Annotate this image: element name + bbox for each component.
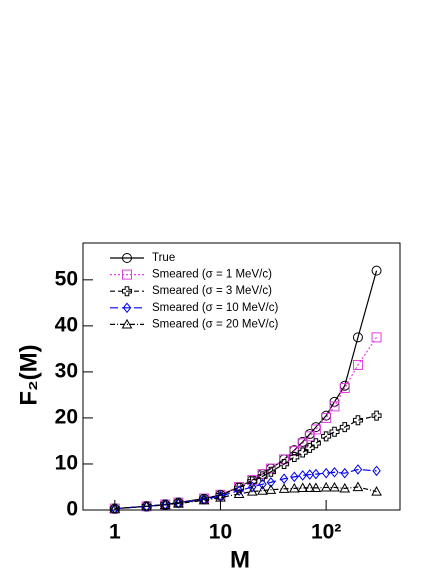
marker [305, 469, 315, 480]
marker [198, 494, 210, 505]
marker [329, 426, 340, 437]
marker [339, 482, 351, 493]
y-tick-label: 50 [55, 267, 78, 290]
y-tick-label: 30 [55, 359, 78, 382]
marker [330, 466, 339, 478]
y-axis-label: F₂(M) [15, 344, 42, 405]
y-tick-label: 20 [55, 405, 78, 428]
marker [372, 465, 381, 477]
marker [110, 503, 120, 514]
marker [258, 478, 267, 490]
marker [339, 383, 350, 394]
marker [109, 503, 121, 513]
series [109, 481, 382, 513]
marker [371, 332, 382, 343]
marker [329, 481, 340, 492]
marker [257, 471, 268, 482]
marker [265, 484, 277, 494]
marker [289, 452, 300, 463]
marker [288, 482, 300, 493]
marker [304, 431, 315, 442]
marker [122, 269, 132, 280]
y-tick-label: 40 [55, 313, 78, 336]
marker [266, 477, 276, 488]
marker [298, 470, 307, 481]
legend-label: Smeared (σ = 20 MeV/c) [152, 318, 278, 330]
marker [310, 424, 321, 435]
series-line [114, 468, 377, 510]
x-tick-label: 1 [109, 521, 121, 544]
legend-label: Smeared (σ = 10 MeV/c) [152, 302, 278, 314]
marker [246, 486, 258, 496]
marker [352, 359, 363, 370]
marker [279, 458, 290, 469]
marker [278, 483, 290, 493]
legend-label: True [152, 252, 175, 264]
marker [340, 467, 349, 479]
marker [352, 481, 364, 492]
marker [297, 482, 309, 493]
marker [142, 501, 151, 512]
marker [265, 463, 276, 474]
y-tick-label: 0 [66, 498, 78, 521]
series [109, 410, 382, 514]
x-axis-label: M [230, 546, 250, 573]
marker [215, 492, 226, 502]
legend-label: Smeared (σ = 1 MeV/c) [152, 269, 272, 281]
marker [371, 410, 382, 421]
marker [321, 467, 331, 479]
y-tick-label: 10 [55, 452, 78, 475]
marker [311, 468, 321, 480]
marker [352, 332, 363, 343]
marker [321, 431, 332, 442]
marker [353, 464, 363, 475]
marker [371, 265, 382, 276]
legend-label: Smeared (σ = 3 MeV/c) [152, 285, 272, 297]
marker [329, 401, 340, 412]
x-tick-label: 10 [209, 521, 232, 544]
marker [321, 412, 332, 423]
marker [257, 469, 268, 480]
marker [121, 318, 133, 329]
marker [339, 422, 350, 433]
marker [257, 485, 268, 495]
marker [279, 473, 289, 484]
marker [304, 482, 316, 493]
marker [233, 488, 245, 498]
marker [159, 499, 171, 510]
marker [297, 447, 308, 458]
marker [248, 481, 257, 493]
marker [290, 471, 299, 483]
series-line [114, 486, 377, 510]
marker [122, 302, 132, 314]
plot-frame [82, 242, 401, 511]
marker [310, 482, 322, 493]
marker [234, 485, 244, 496]
marker [352, 415, 363, 426]
marker [265, 466, 276, 477]
marker [173, 498, 184, 508]
series [109, 332, 382, 514]
marker [320, 481, 332, 492]
x-tick-label: 10² [311, 521, 341, 544]
marker [247, 476, 258, 487]
marker [304, 442, 315, 453]
series [110, 464, 381, 514]
marker [122, 286, 132, 297]
marker [371, 486, 382, 496]
marker [122, 253, 132, 263]
marker [310, 438, 321, 449]
marker [141, 500, 152, 511]
